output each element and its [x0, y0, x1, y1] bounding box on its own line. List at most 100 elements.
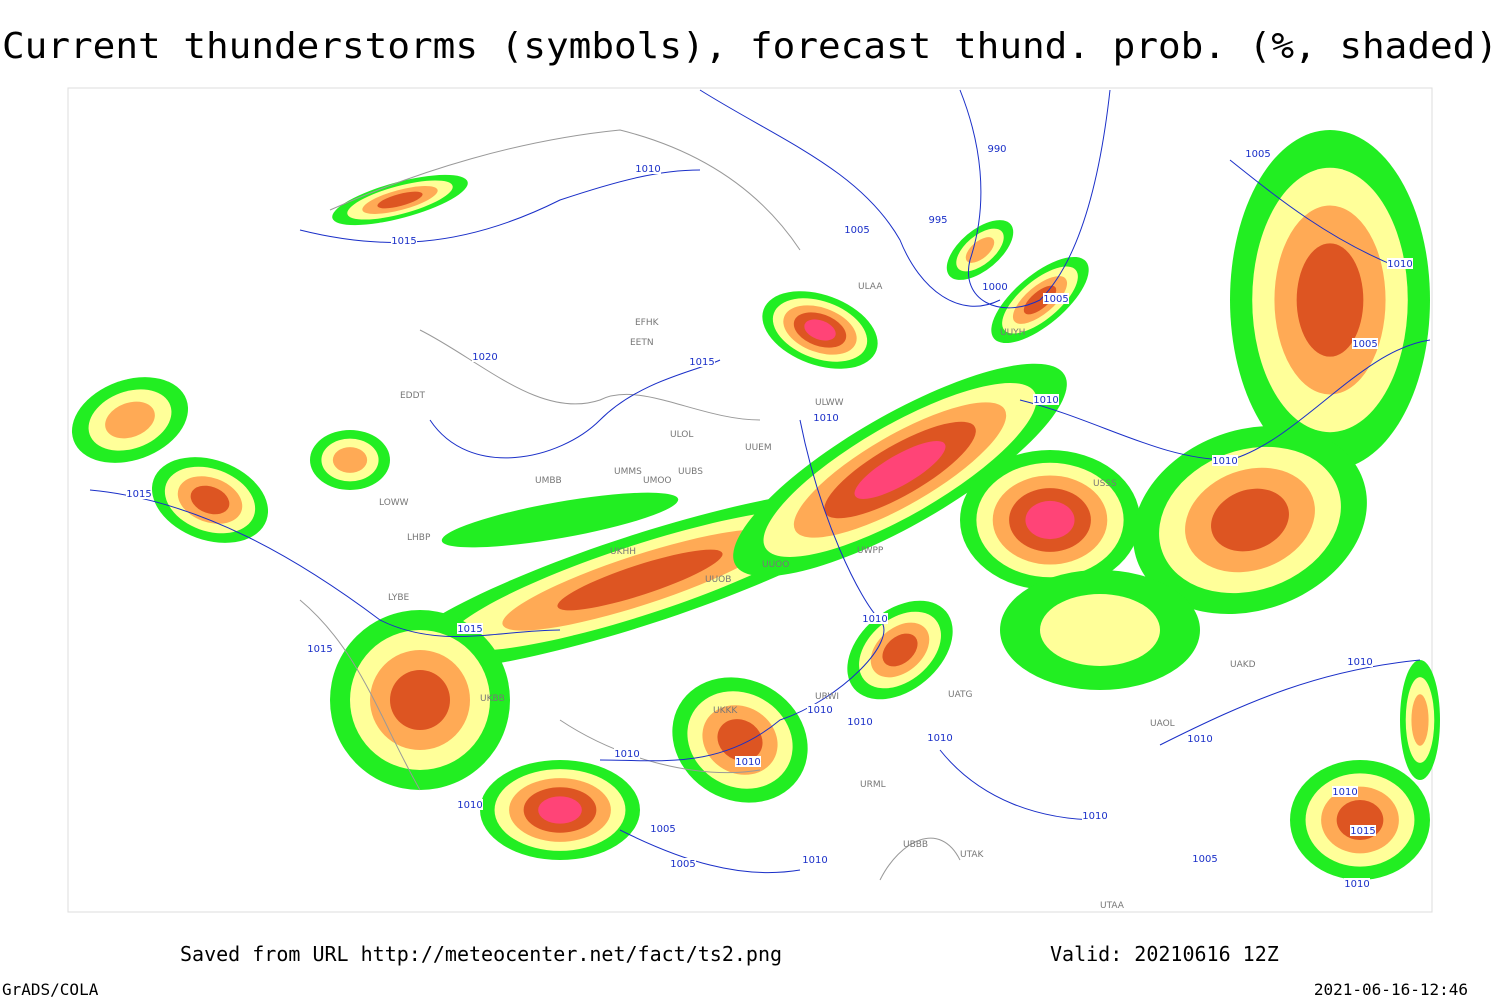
isobar-label: 1010 [927, 733, 952, 744]
shade-area [390, 670, 450, 730]
isobar-label: 1010 [1033, 395, 1058, 406]
isobar-label: 1005 [844, 225, 869, 236]
isobar-label: 1010 [1332, 787, 1357, 798]
isobar-label-bg [457, 799, 483, 810]
isobar-label: 1010 [1212, 456, 1237, 467]
isobar-label-bg [1344, 878, 1370, 889]
shade-area [1211, 488, 1289, 552]
station-label: UBBB [903, 840, 928, 850]
shade-area [105, 401, 155, 439]
isobar-label-bg [614, 748, 640, 759]
isobar-label: 1010 [735, 757, 760, 768]
isobar-label-bg [982, 281, 1008, 292]
station-label: EDDT [400, 391, 426, 401]
isobar-label-bg [457, 623, 483, 634]
isobar-label-bg [670, 858, 696, 869]
station-label: ULAA [858, 282, 883, 292]
shade-area [332, 447, 368, 473]
isobar-label-bg [126, 488, 152, 499]
station-label: UATG [948, 690, 973, 700]
isobar-label-bg [1332, 786, 1358, 797]
source-url: Saved from URL http://meteocenter.net/fa… [180, 942, 782, 966]
isobar-label: 1015 [1350, 826, 1375, 837]
isobar [1159, 659, 1421, 746]
station-label: UUBS [678, 467, 703, 477]
station-label: UUEM [745, 443, 772, 453]
shade-area [190, 485, 230, 515]
isobar-label-bg [925, 214, 951, 225]
shade-area [854, 441, 946, 499]
valid-time: Valid: 20210616 12Z [1050, 942, 1279, 966]
station-label: UUOO [762, 560, 789, 570]
isobar-label-bg [1212, 455, 1238, 466]
isobar-label: 1010 [1082, 811, 1107, 822]
shade-area [1296, 243, 1364, 357]
isobar-label: 1010 [802, 855, 827, 866]
isobar-label-bg [802, 854, 828, 865]
isobar-label-bg [1187, 733, 1213, 744]
isobar-label: 1005 [1192, 854, 1217, 865]
isobar-label-bg [1043, 293, 1069, 304]
isobar-label: 1010 [635, 164, 660, 175]
probability-shading [71, 130, 1440, 880]
isobar-label-bg [1033, 394, 1059, 405]
isobar-label: 1000 [982, 282, 1007, 293]
shade-area [377, 191, 423, 209]
isobar-label: 995 [928, 215, 947, 226]
isobar-label: 1015 [391, 236, 416, 247]
isobar-label-bg [927, 732, 953, 743]
isobar-label-bg [472, 351, 498, 362]
isobar-label-bg [735, 756, 761, 767]
isobar-label-bg [807, 704, 833, 715]
coastlines [299, 129, 961, 881]
station-label: UMOO [643, 476, 672, 486]
station-label: UKHH [610, 547, 636, 557]
isobar-label-bg [862, 613, 888, 624]
isobar-label: 1005 [1043, 294, 1068, 305]
station-label: UAKD [1230, 660, 1256, 670]
isobar-label-bg [1192, 853, 1218, 864]
isobar-label: 1010 [1344, 879, 1369, 890]
station-label: UMBB [535, 476, 562, 486]
isobar-label-bg [1082, 810, 1108, 821]
isobar-label: 1015 [689, 357, 714, 368]
station-label: ULWW [815, 398, 844, 408]
shade-area [1411, 694, 1429, 746]
shade-area [1040, 594, 1160, 666]
shade-area [965, 237, 995, 263]
isobar-label: 990 [987, 144, 1006, 155]
title: Current thunderstorms (symbols), forecas… [2, 26, 1498, 67]
station-label: USSS [1093, 479, 1117, 489]
isobar-label: 1010 [457, 800, 482, 811]
isobar-label: 1010 [1347, 657, 1372, 668]
isobar-label-bg [813, 412, 839, 423]
isobar-label: 1005 [670, 859, 695, 870]
coastline [299, 129, 961, 881]
isobar-label-bg [1347, 656, 1373, 667]
isobar-label-bg [307, 643, 333, 654]
isobar-label-bg [847, 716, 873, 727]
shade-area [538, 796, 582, 824]
map-labels: 990 995 1005 1005 1000 1010 1015 1020 1015 1010 10… [126, 143, 1413, 911]
station-label: UKKK [713, 706, 738, 716]
isobar-label-bg [689, 356, 715, 367]
isobar [699, 89, 1001, 307]
station-label: UTAA [1100, 901, 1125, 911]
isobar-label: 1005 [1245, 149, 1270, 160]
isobar-label-bg [984, 143, 1010, 154]
isobar-label: 1020 [472, 352, 497, 363]
shade-area [882, 633, 918, 667]
isobar [429, 359, 721, 459]
isobar [599, 419, 885, 762]
station-label: UUOB [705, 575, 731, 585]
timestamp: 2021-06-16-12:46 [1314, 980, 1468, 999]
station-label: URWI [815, 692, 839, 702]
isobar-label-bg [1387, 258, 1413, 269]
station-label: URML [860, 780, 886, 790]
station-label: LYBE [388, 593, 409, 603]
isobar-label-bg [650, 823, 676, 834]
isobar-label-bg [635, 163, 661, 174]
station-label: UAOL [1150, 719, 1175, 729]
isobar-label-bg [844, 224, 870, 235]
